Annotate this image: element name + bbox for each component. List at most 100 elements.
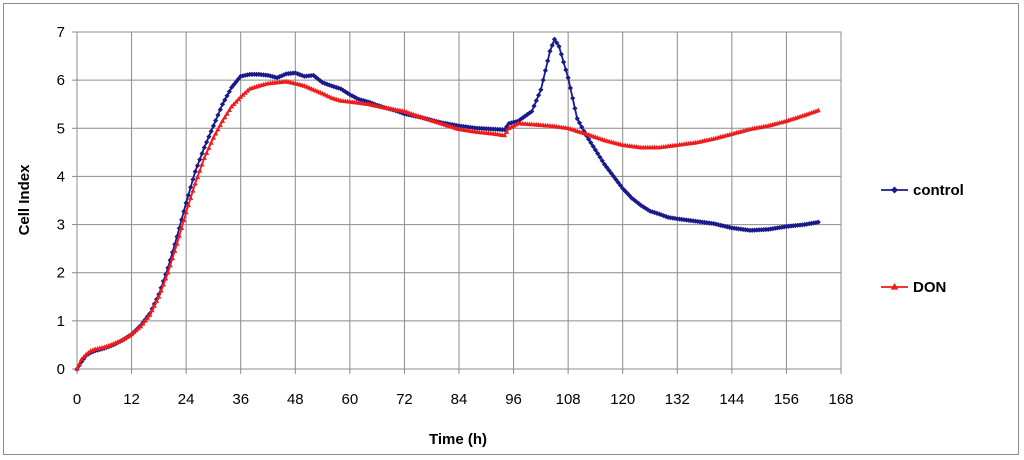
- data-point: [213, 130, 219, 136]
- data-point: [149, 307, 155, 313]
- legend-label: DON: [913, 279, 946, 296]
- data-point: [802, 221, 808, 228]
- x-tick-label: 120: [610, 391, 635, 408]
- legend: control DON: [881, 182, 964, 296]
- data-point: [551, 36, 558, 42]
- data-point: [231, 101, 237, 107]
- data-point: [194, 174, 201, 180]
- data-point: [74, 366, 80, 371]
- data-point: [217, 107, 223, 113]
- data-point: [565, 75, 571, 81]
- data-point: [317, 78, 323, 84]
- data-point: [617, 182, 624, 189]
- x-tick-label: 132: [665, 391, 690, 408]
- data-point: [815, 219, 821, 225]
- data-point: [586, 136, 592, 142]
- data-point: [138, 323, 144, 329]
- data-point: [163, 275, 169, 281]
- data-point: [726, 224, 733, 230]
- data-point: [219, 101, 226, 107]
- data-point: [174, 241, 180, 246]
- data-point: [156, 293, 162, 299]
- data-point: [506, 125, 512, 131]
- data-point: [272, 74, 278, 80]
- data-point: [276, 74, 282, 80]
- data-point: [231, 81, 237, 88]
- data-point: [774, 225, 780, 231]
- data-point: [126, 332, 132, 338]
- chart-frame: [3, 3, 1019, 455]
- x-tick-label: 108: [556, 391, 581, 408]
- data-point: [611, 173, 617, 180]
- data-point: [347, 91, 353, 98]
- data-point: [194, 162, 201, 169]
- data-point: [119, 337, 126, 342]
- data-point: [229, 103, 235, 109]
- data-point: [165, 265, 171, 271]
- y-axis-title: Cell Index: [16, 164, 33, 236]
- data-point: [545, 58, 551, 64]
- data-point: [508, 120, 514, 126]
- data-point: [210, 123, 217, 129]
- data-point: [563, 67, 569, 73]
- data-point: [351, 94, 358, 100]
- data-point: [269, 73, 276, 80]
- data-point: [592, 147, 599, 153]
- data-point: [326, 82, 332, 88]
- data-point: [281, 72, 287, 78]
- data-point: [777, 224, 783, 231]
- x-axis-title: Time (h): [429, 431, 487, 448]
- data-point: [588, 140, 594, 146]
- data-point: [147, 312, 153, 317]
- y-tick-label: 3: [57, 217, 65, 234]
- data-point: [188, 195, 194, 200]
- data-point: [579, 124, 585, 130]
- data-point: [204, 150, 210, 155]
- legend-item-control: control: [881, 182, 964, 199]
- data-point: [210, 135, 217, 140]
- data-point: [183, 200, 189, 206]
- data-point: [549, 42, 555, 48]
- y-tick-label: 6: [57, 72, 65, 89]
- data-point: [597, 154, 603, 160]
- data-point: [572, 105, 578, 112]
- data-point: [651, 209, 658, 216]
- data-point: [204, 139, 210, 145]
- data-point: [633, 199, 639, 205]
- data-point: [224, 111, 230, 116]
- data-point: [533, 98, 539, 104]
- data-point: [626, 193, 633, 199]
- data-point: [222, 114, 228, 120]
- data-point: [206, 134, 212, 140]
- data-point: [197, 168, 203, 173]
- x-tick-label: 96: [505, 391, 522, 408]
- y-tick-label: 7: [57, 24, 65, 41]
- data-point: [542, 67, 549, 74]
- data-point: [169, 255, 176, 261]
- y-tick-label: 5: [57, 120, 65, 137]
- data-point: [815, 107, 821, 113]
- data-point: [629, 195, 635, 201]
- data-point: [238, 73, 244, 79]
- data-point: [124, 334, 130, 340]
- data-point: [522, 113, 528, 119]
- y-tick-label: 4: [57, 168, 65, 185]
- data-point: [181, 217, 187, 223]
- data-point: [122, 335, 128, 341]
- data-point: [531, 103, 537, 109]
- data-point: [297, 72, 303, 78]
- x-tick-label: 48: [287, 391, 304, 408]
- data-point: [81, 354, 87, 359]
- data-point: [226, 88, 232, 95]
- data-point: [208, 128, 214, 134]
- series-don: [74, 78, 821, 371]
- data-point: [294, 71, 301, 77]
- data-point: [208, 140, 214, 145]
- data-point: [613, 176, 619, 183]
- data-point: [576, 120, 583, 126]
- x-tick-label: 60: [342, 391, 359, 408]
- data-point: [540, 77, 546, 83]
- data-point: [83, 351, 89, 357]
- data-point: [140, 320, 146, 326]
